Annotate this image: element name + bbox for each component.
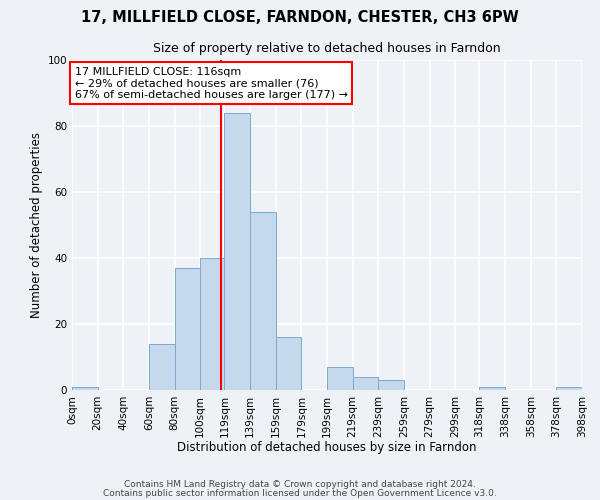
Bar [276, 337, 301, 390]
Text: Contains HM Land Registry data © Crown copyright and database right 2024.: Contains HM Land Registry data © Crown c… [124, 480, 476, 489]
Bar [200, 258, 224, 390]
Bar [224, 113, 250, 390]
Bar [327, 367, 353, 390]
Bar [353, 377, 378, 390]
Bar [556, 386, 582, 390]
Title: Size of property relative to detached houses in Farndon: Size of property relative to detached ho… [153, 42, 501, 54]
Bar [479, 386, 505, 390]
Y-axis label: Number of detached properties: Number of detached properties [31, 132, 43, 318]
Bar [378, 380, 404, 390]
Bar [250, 212, 276, 390]
Bar [149, 344, 175, 390]
X-axis label: Distribution of detached houses by size in Farndon: Distribution of detached houses by size … [177, 441, 477, 454]
Text: 17, MILLFIELD CLOSE, FARNDON, CHESTER, CH3 6PW: 17, MILLFIELD CLOSE, FARNDON, CHESTER, C… [81, 10, 519, 25]
Text: Contains public sector information licensed under the Open Government Licence v3: Contains public sector information licen… [103, 488, 497, 498]
Text: 17 MILLFIELD CLOSE: 116sqm
← 29% of detached houses are smaller (76)
67% of semi: 17 MILLFIELD CLOSE: 116sqm ← 29% of deta… [74, 66, 347, 100]
Bar [175, 268, 200, 390]
Bar [72, 386, 98, 390]
